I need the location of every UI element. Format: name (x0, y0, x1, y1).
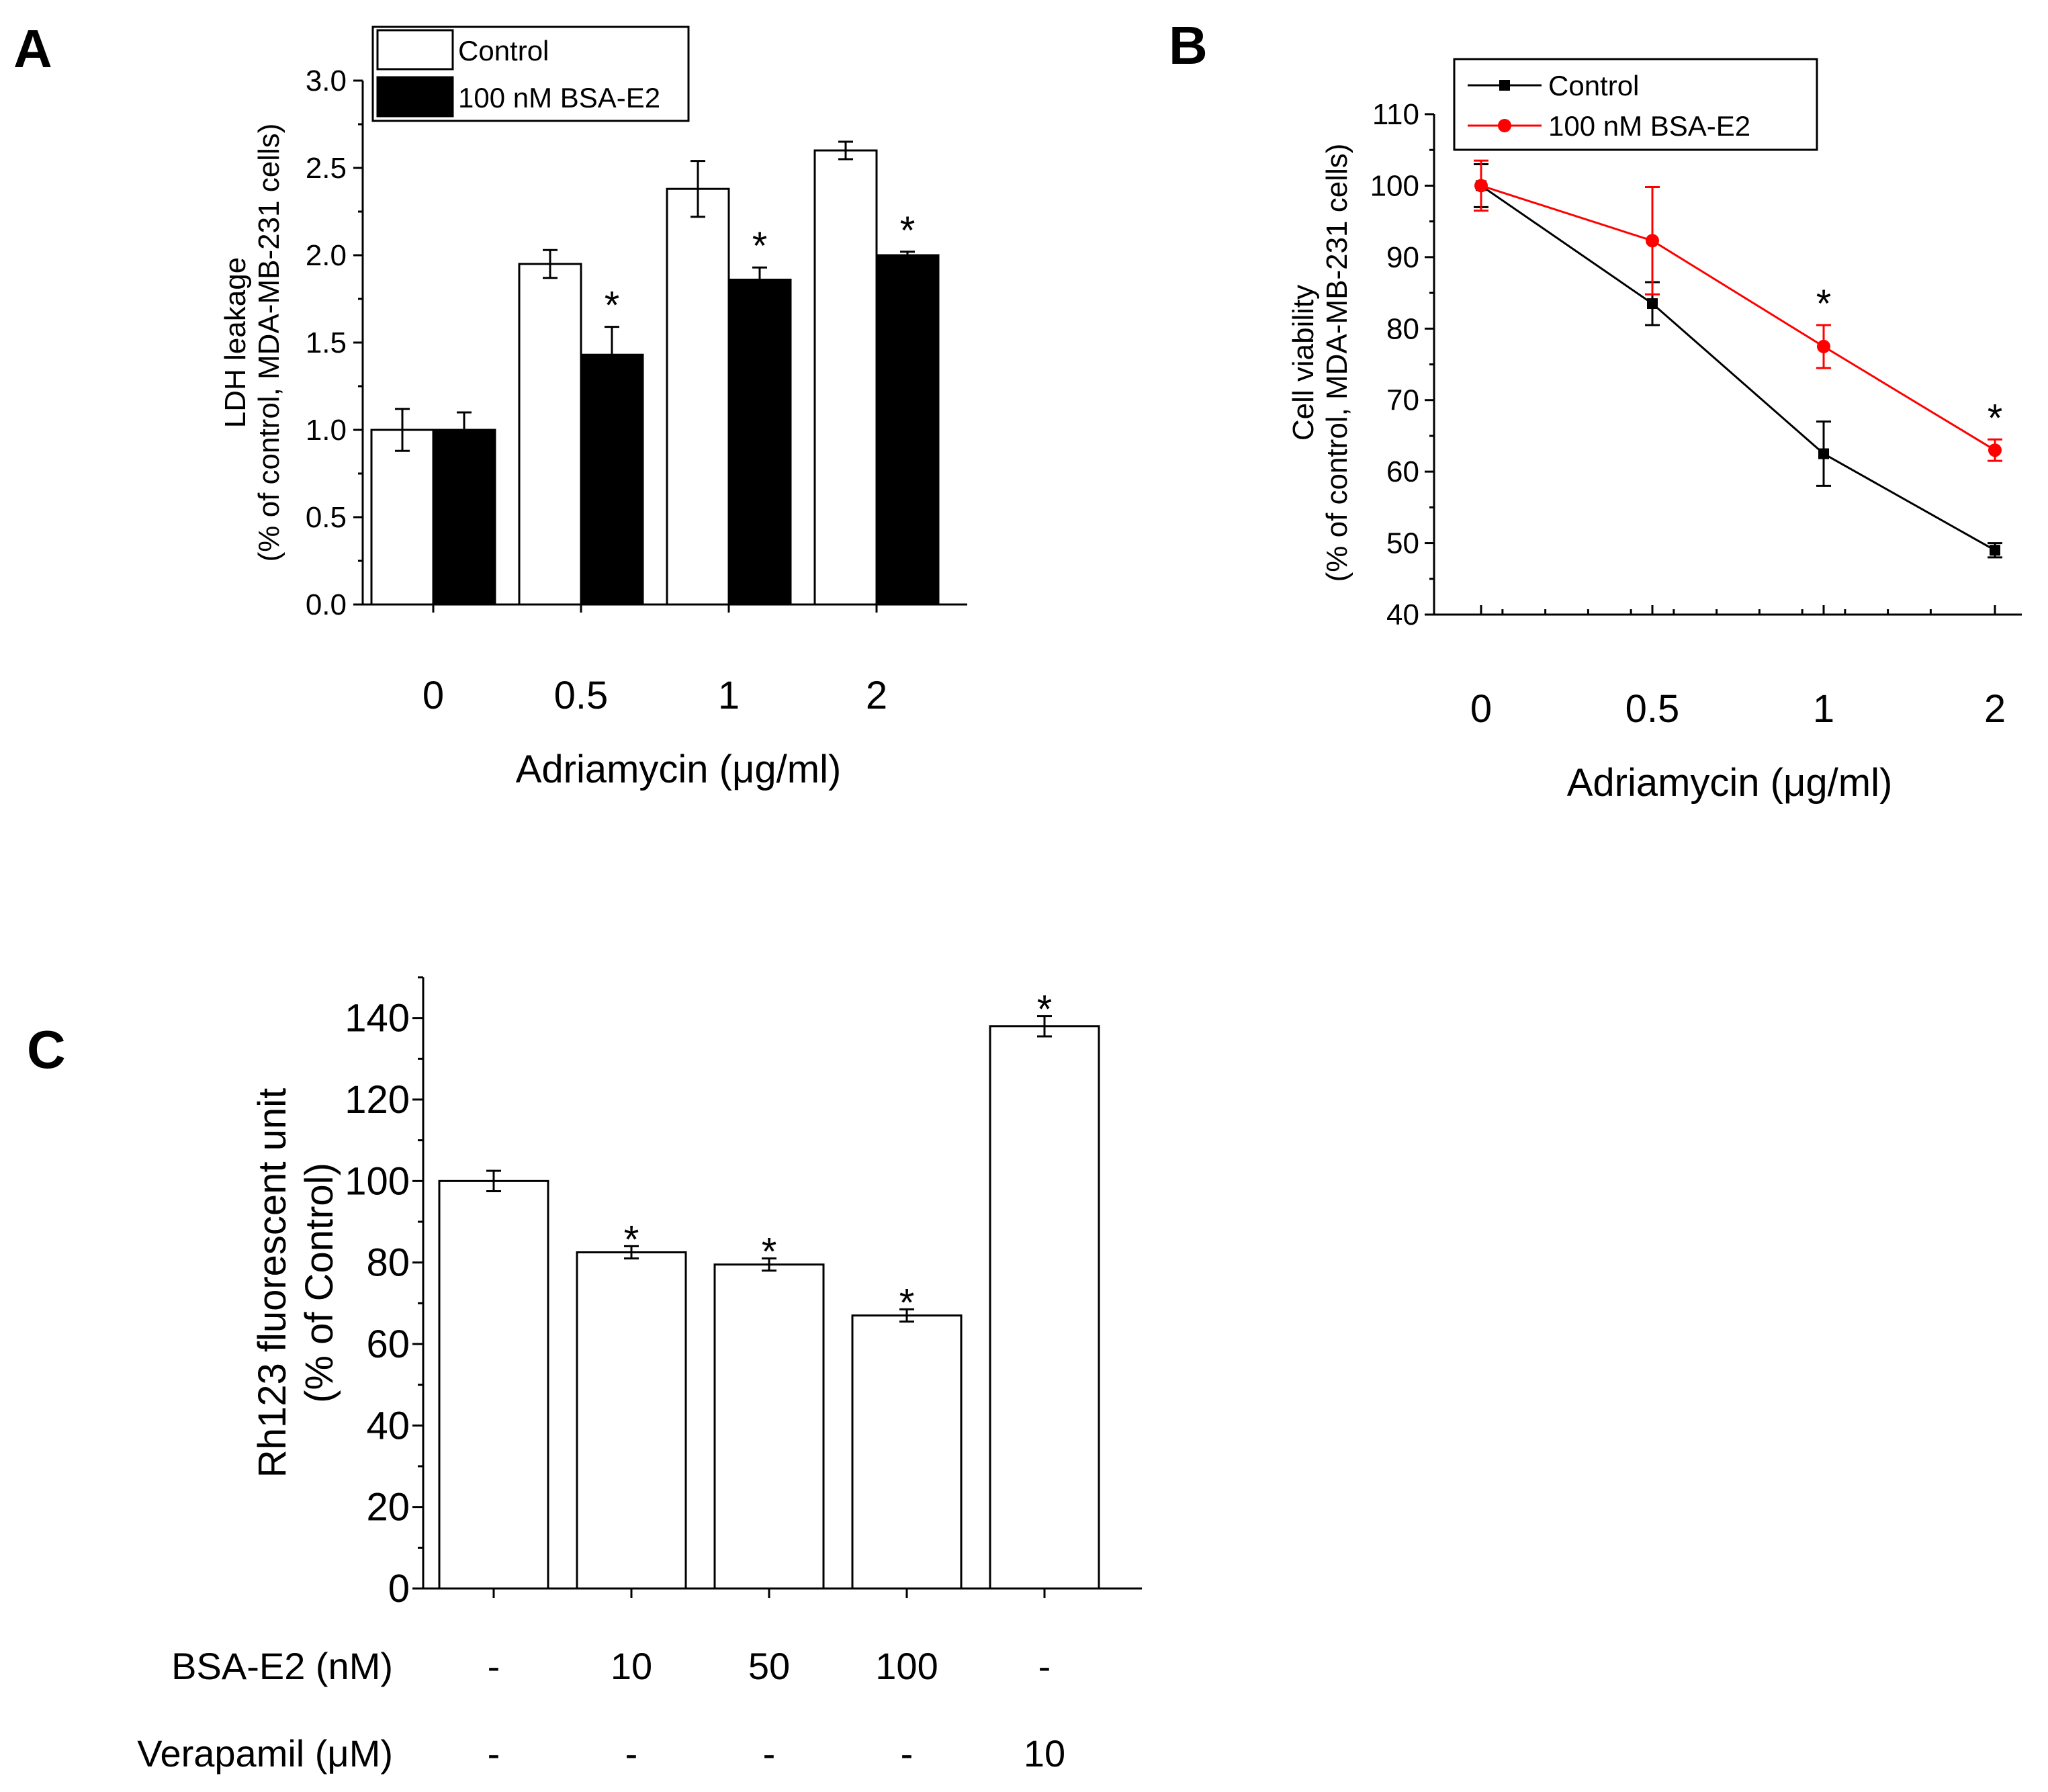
b-x-tick-label: 1 (1813, 687, 1834, 731)
b-legend-marker-control (1499, 80, 1510, 91)
b-significance-star: * (1816, 282, 1832, 326)
c-y-tick-label: 100 (345, 1159, 410, 1203)
b-x-tick-label: 2 (1984, 687, 2006, 731)
a-significance-star: * (605, 284, 620, 328)
c-condition-value: - (625, 1732, 638, 1775)
c-significance-star: * (899, 1281, 915, 1325)
a-significance-star: * (900, 209, 916, 253)
c-y-axis-title-line2: (% of Control) (298, 1163, 341, 1403)
b-point-control (1818, 448, 1829, 459)
b-significance-star: * (1988, 396, 2003, 440)
a-bar-control (518, 263, 582, 606)
a-y-axis-title-line2: (% of control, MDA-MB-231 cells) (253, 124, 285, 562)
b-legend-box (1453, 58, 1818, 151)
a-x-tick-label: 1 (718, 674, 740, 717)
a-significance-star: * (752, 224, 768, 268)
a-x-axis-title: Adriamycin (μg/ml) (516, 748, 842, 791)
c-condition-value: 10 (1024, 1732, 1065, 1775)
a-y-axis-title-line1: LDH leakage (219, 257, 252, 428)
c-y-tick-label: 140 (345, 997, 410, 1040)
c-condition-value: - (763, 1732, 776, 1775)
c-significance-star: * (1037, 988, 1053, 1032)
c-bar (576, 1251, 687, 1590)
a-y-tick-label: 2.0 (306, 239, 347, 272)
c-bar (989, 1025, 1100, 1590)
b-y-axis-title-line1: Cell viability (1287, 285, 1320, 441)
a-y-tick-label: 2.5 (306, 152, 347, 185)
panel-a-chart: 0.0 0.5 1.0 1.5 2.0 2.5 3.0 0 0.5 1 2 * * * Adriamycin… (219, 26, 967, 791)
a-y-tick-label: 1.5 (306, 326, 347, 359)
b-point-control (1647, 298, 1658, 310)
c-significance-star: * (762, 1230, 777, 1274)
b-x-tick-label: 0.5 (1626, 687, 1680, 731)
a-bar-control (370, 429, 435, 606)
a-x-tick-label: 2 (866, 674, 887, 717)
b-line-control (1480, 185, 1996, 551)
a-x-tick-label: 0 (422, 674, 444, 717)
b-point-bsa-e2 (1988, 443, 2002, 457)
c-condition-value: - (488, 1732, 500, 1775)
c-bar (713, 1263, 825, 1590)
c-y-tick-label: 0 (388, 1567, 410, 1611)
b-y-tick-label: 100 (1370, 169, 1419, 202)
a-bar-bsa-e2 (875, 254, 940, 606)
c-y-tick-label: 40 (366, 1404, 410, 1447)
c-row-label-verapamil: Verapamil (μM) (137, 1732, 393, 1775)
panel-b-label: B (1169, 15, 1208, 75)
a-bar-bsa-e2 (580, 353, 644, 606)
c-row-label-bsa-e2: BSA-E2 (nM) (171, 1645, 393, 1687)
a-legend-label-control: Control (458, 35, 549, 66)
b-x-tick-label: 0 (1470, 687, 1492, 731)
c-condition-value: - (901, 1732, 914, 1775)
c-bar (438, 1179, 549, 1590)
b-y-tick-label: 110 (1372, 98, 1419, 131)
a-x-tick-label: 0.5 (554, 674, 609, 717)
b-legend-label-control: Control (1548, 70, 1639, 101)
a-bar-control (813, 149, 878, 606)
panel-b-chart: 40 50 60 70 80 90 100 110 0 0.5 1 2 * * Adriamycin (μg… (1287, 58, 2022, 805)
b-legend-marker-bsa-e2 (1498, 119, 1511, 132)
panel-a-label: A (13, 19, 52, 79)
b-y-tick-label: 80 (1386, 312, 1419, 345)
b-y-tick-label: 40 (1386, 598, 1419, 631)
c-condition-value: - (1038, 1645, 1051, 1687)
b-y-tick-label: 70 (1386, 384, 1419, 417)
a-bar-bsa-e2 (432, 429, 496, 606)
c-significance-star: * (624, 1218, 639, 1261)
c-y-tick-label: 80 (366, 1241, 410, 1285)
a-bar-bsa-e2 (727, 278, 792, 606)
b-y-tick-label: 50 (1386, 527, 1419, 560)
c-y-tick-label: 120 (345, 1078, 410, 1122)
c-condition-value: - (488, 1645, 500, 1687)
b-y-axis-title-line2: (% of control, MDA-MB-231 cells) (1321, 144, 1353, 582)
c-condition-value: 50 (748, 1645, 790, 1687)
b-line-bsa-e2 (1480, 185, 1996, 451)
panel-c-label: C (27, 1020, 66, 1079)
c-condition-value: 100 (875, 1645, 938, 1687)
a-legend-swatch-control (376, 29, 454, 71)
a-y-tick-label: 0.0 (306, 588, 347, 621)
b-point-bsa-e2 (1817, 339, 1830, 353)
c-y-axis-title-line1: Rh123 fluorescent unit (251, 1088, 294, 1478)
b-y-tick-label: 60 (1386, 455, 1419, 488)
a-y-tick-label: 1.0 (306, 414, 347, 447)
b-point-bsa-e2 (1474, 179, 1488, 193)
b-point-control (1990, 545, 2000, 556)
a-legend-label-bsa-e2: 100 nM BSA-E2 (458, 82, 660, 114)
c-y-tick-label: 20 (366, 1486, 410, 1529)
a-legend-swatch-bsa-e2 (376, 76, 454, 118)
b-x-axis-title: Adriamycin (μg/ml) (1567, 761, 1893, 805)
a-y-tick-label: 0.5 (306, 501, 347, 534)
panel-c-chart: 0 20 40 60 80 100 120 140 * * * * Rh123 fluorescent … (137, 976, 1142, 1775)
b-y-tick-label: 90 (1386, 241, 1419, 274)
b-point-bsa-e2 (1646, 234, 1659, 248)
c-y-tick-label: 60 (366, 1323, 410, 1366)
b-legend-label-bsa-e2: 100 nM BSA-E2 (1548, 110, 1750, 142)
a-bar-control (666, 187, 730, 606)
c-bar (851, 1314, 963, 1590)
a-y-tick-label: 3.0 (306, 64, 347, 97)
c-condition-value: 10 (611, 1645, 652, 1687)
